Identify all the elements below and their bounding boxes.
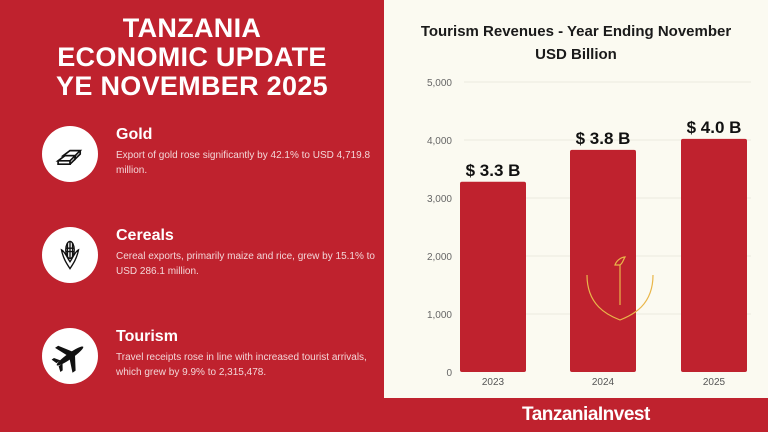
left-panel: TANZANIA ECONOMIC UPDATE YE NOVEMBER 202…: [0, 0, 384, 398]
page-title: TANZANIA ECONOMIC UPDATE YE NOVEMBER 202…: [0, 14, 384, 101]
footer: [0, 398, 768, 432]
title-line: YE NOVEMBER 2025: [56, 71, 328, 101]
chart-title: Tourism Revenues - Year Ending November …: [384, 20, 768, 66]
item-title: Gold: [116, 126, 153, 143]
bank-emblem-icon: [586, 256, 654, 321]
y-tick-label: 3,000: [427, 194, 452, 205]
item-cereals: Cereals Cereal exports, primarily maize …: [42, 227, 375, 287]
data-label: $ 3.3 B: [466, 161, 521, 180]
corn-icon: [42, 227, 98, 283]
item-title: Tourism: [116, 328, 178, 345]
data-label: $ 3.8 B: [576, 129, 631, 148]
data-label: $ 4.0 B: [687, 118, 742, 137]
title-line: ECONOMIC UPDATE: [57, 42, 327, 72]
title-line: TANZANIA: [122, 13, 262, 43]
item-title: Cereals: [116, 227, 174, 244]
airplane-icon: [42, 328, 98, 384]
y-tick-label: 0: [446, 368, 452, 379]
x-tick-label: 2024: [592, 377, 615, 388]
item-text: Cereal exports, primarily maize and rice…: [116, 251, 375, 277]
gold-bars-icon: [42, 126, 98, 182]
x-tick-label: 2023: [482, 377, 505, 388]
y-tick-label: 4,000: [427, 136, 452, 147]
y-tick-label: 1,000: [427, 310, 452, 321]
bar-2024: [570, 149, 636, 372]
y-tick-label: 5,000: [427, 78, 452, 89]
bar-2023: [460, 181, 526, 372]
chart-title-text: Tourism Revenues - Year Ending November: [420, 23, 732, 40]
y-tick-label: 2,000: [427, 252, 452, 263]
item-gold: Gold Export of gold rose significantly b…: [42, 126, 372, 186]
chart-panel: Tourism Revenues - Year Ending November …: [384, 0, 768, 398]
chart-subtitle: USD Billion: [535, 46, 617, 63]
bar-chart: 0 1,000 2,000 3,000 4,000 5,000 $ 3.3 B 2023 $ 3…: [427, 78, 751, 388]
item-text: Travel receipts rose in line with increa…: [116, 352, 367, 378]
bar-2025: [681, 138, 747, 372]
x-tick-label: 2025: [703, 377, 726, 388]
item-tourism: Tourism Travel receipts rose in line wit…: [42, 328, 372, 388]
item-text: Export of gold rose significantly by 42.…: [116, 150, 371, 176]
tanzaniainvest-logo: TanzaniaInvest: [522, 404, 650, 425]
